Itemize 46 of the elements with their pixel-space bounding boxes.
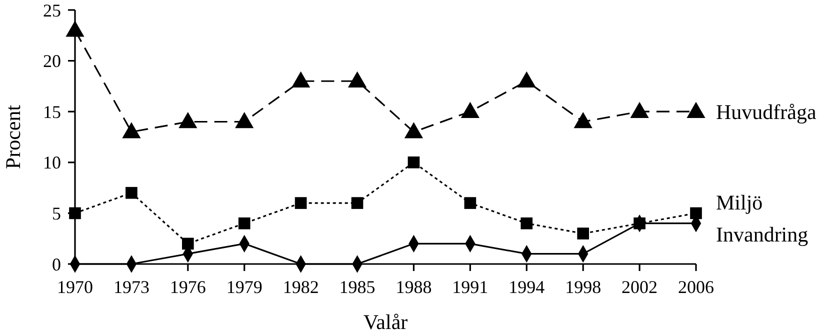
point [408,156,420,168]
point [69,207,81,220]
x-axis-title: Valår [363,310,408,334]
point [292,71,310,88]
point [178,112,198,128]
x-tick-label: 1991 [452,277,488,297]
point [66,20,84,37]
point [235,112,254,128]
y-tick-label: 0 [52,254,61,274]
point [182,238,194,250]
series-label: Huvudfråga [716,100,817,124]
y-tick-label: 5 [52,204,61,224]
y-axis-title: Procent [1,104,25,170]
x-tick-label: 2006 [678,277,714,297]
point [351,197,364,209]
point [126,186,138,199]
point [686,102,706,118]
x-tick-label: 1982 [282,277,319,297]
x-tick-label: 1976 [170,277,206,297]
y-tick-label: 20 [43,51,61,72]
point [517,71,536,88]
point [238,217,250,230]
point [464,197,476,209]
x-tick-label: 2002 [622,277,658,297]
point [690,207,702,220]
x-tick-label: 1994 [508,277,545,297]
point [294,197,307,209]
x-tick-label: 1985 [339,277,376,297]
point [577,228,590,240]
x-tick-label: 1998 [565,277,602,297]
point [348,71,367,88]
point [574,112,592,128]
y-tick-label: 15 [43,102,61,122]
x-tick-label: 1973 [113,277,150,297]
series-label: Miljö [716,190,763,215]
point [122,122,141,138]
point [630,102,649,118]
x-tick-label: 1979 [226,277,262,297]
x-tick-label: 1988 [396,277,432,297]
y-tick-label: 10 [43,152,61,173]
y-tick-label: 25 [43,0,61,20]
x-tick-label: 1970 [57,277,93,297]
point [404,122,424,138]
point [520,217,533,230]
point [460,102,480,118]
series-label: Invandring [716,222,809,247]
